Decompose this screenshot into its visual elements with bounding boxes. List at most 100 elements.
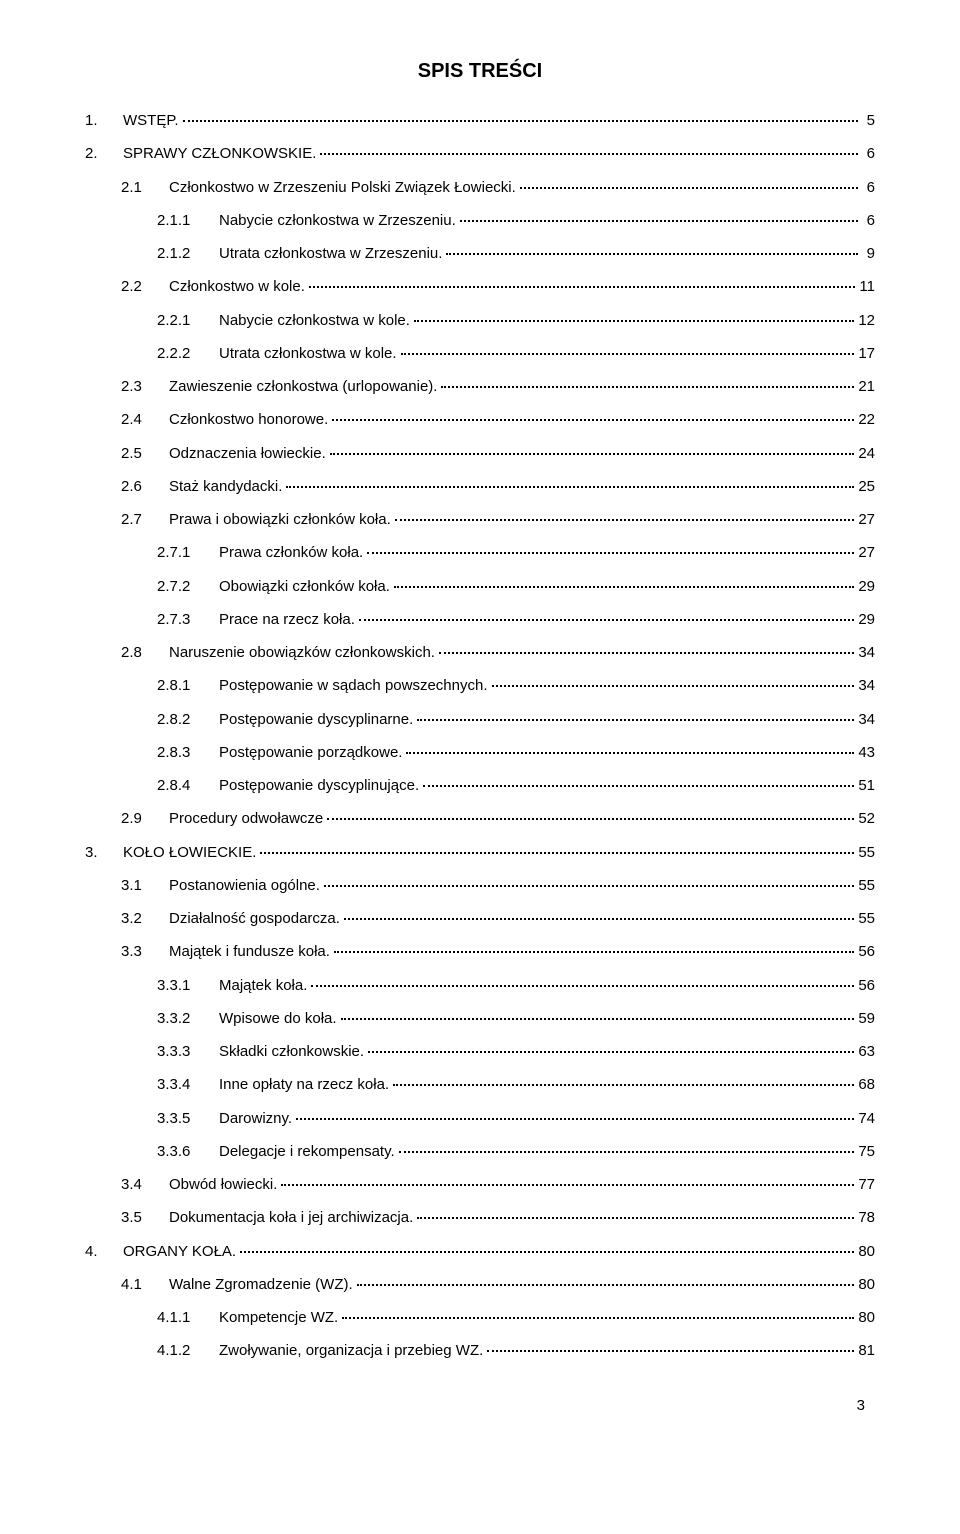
toc-entry-label: Utrata członkostwa w Zrzeszeniu. [219, 244, 442, 264]
toc-entry-page: 56 [858, 942, 875, 962]
toc-row: 3.KOŁO ŁOWIECKIE. 55 [85, 843, 875, 863]
toc-row: 4.1Walne Zgromadzenie (WZ).80 [85, 1275, 875, 1295]
toc-row: 3.3.6Delegacje i rekompensaty. 75 [85, 1142, 875, 1162]
toc-entry-page: 75 [858, 1142, 875, 1162]
toc-leader-dots [399, 1151, 855, 1153]
toc-leader-dots [441, 386, 854, 388]
toc-entry-number: 2.7 [121, 510, 169, 530]
toc-leader-dots [367, 552, 854, 554]
toc-entry-label: Delegacje i rekompensaty. [219, 1142, 395, 1162]
toc-row: 3.5Dokumentacja koła i jej archiwizacja.… [85, 1208, 875, 1228]
toc-entry-page: 34 [858, 643, 875, 663]
toc-entry-page: 29 [858, 577, 875, 597]
toc-entry-page: 22 [858, 410, 875, 430]
toc-leader-dots [406, 752, 854, 754]
toc-entry-label: Postępowanie dyscyplinujące. [219, 776, 419, 796]
toc-row: 2.2.2Utrata członkostwa w kole.17 [85, 344, 875, 364]
toc-row: 2.1.1Nabycie członkostwa w Zrzeszeniu. 6 [85, 211, 875, 231]
toc-entry-number: 3.3 [121, 942, 169, 962]
toc-row: 2.6Staż kandydacki.25 [85, 477, 875, 497]
toc-entry-number: 3.3.6 [157, 1142, 219, 1162]
toc-entry-number: 3.2 [121, 909, 169, 929]
toc-leader-dots [487, 1350, 854, 1352]
toc-entry-page: 77 [858, 1175, 875, 1195]
toc-entry-page: 78 [858, 1208, 875, 1228]
toc-list: 1.WSTĘP. 52.SPRAWY CZŁONKOWSKIE. 62.1Czł… [85, 111, 875, 1362]
toc-entry-page: 9 [862, 244, 875, 264]
toc-row: 2.3Zawieszenie członkostwa (urlopowanie)… [85, 377, 875, 397]
toc-entry-number: 2.2.2 [157, 344, 219, 364]
toc-row: 2.7.3Prace na rzecz koła.29 [85, 610, 875, 630]
toc-entry-page: 55 [858, 876, 875, 896]
toc-leader-dots [309, 286, 856, 288]
toc-leader-dots [281, 1184, 854, 1186]
toc-leader-dots [341, 1018, 855, 1020]
toc-row: 3.3.2Wpisowe do koła.59 [85, 1009, 875, 1029]
toc-entry-number: 2.6 [121, 477, 169, 497]
toc-entry-number: 2.3 [121, 377, 169, 397]
toc-entry-number: 2.2.1 [157, 311, 219, 331]
toc-entry-page: 56 [858, 976, 875, 996]
toc-entry-page: 6 [862, 211, 875, 231]
toc-row: 2.8.1Postępowanie w sądach powszechnych.… [85, 676, 875, 696]
toc-row: 2.2Członkostwo w kole.11 [85, 277, 875, 297]
toc-page: SPIS TREŚCI 1.WSTĘP. 52.SPRAWY CZŁONKOWS… [0, 0, 960, 1464]
toc-entry-page: 63 [858, 1042, 875, 1062]
toc-leader-dots [183, 120, 859, 122]
toc-entry-label: Majątek i fundusze koła. [169, 942, 330, 962]
toc-entry-page: 80 [858, 1275, 875, 1295]
toc-entry-number: 2.7.2 [157, 577, 219, 597]
toc-entry-label: Nabycie członkostwa w Zrzeszeniu. [219, 211, 456, 231]
toc-leader-dots [240, 1251, 854, 1253]
toc-row: 2.8Naruszenie obowiązków członkowskich.3… [85, 643, 875, 663]
toc-entry-number: 2.2 [121, 277, 169, 297]
toc-leader-dots [327, 818, 854, 820]
toc-row: 2.7.1Prawa członków koła.27 [85, 543, 875, 563]
toc-entry-label: Kompetencje WZ. [219, 1308, 338, 1328]
toc-row: 2.5Odznaczenia łowieckie.24 [85, 444, 875, 464]
toc-entry-label: Prawa członków koła. [219, 543, 363, 563]
toc-entry-label: Odznaczenia łowieckie. [169, 444, 326, 464]
toc-entry-page: 27 [858, 510, 875, 530]
toc-entry-label: Członkostwo honorowe. [169, 410, 328, 430]
toc-entry-label: Procedury odwoławcze [169, 809, 323, 829]
toc-entry-label: Postępowanie dyscyplinarne. [219, 710, 413, 730]
toc-entry-page: 12 [858, 311, 875, 331]
toc-leader-dots [260, 852, 854, 854]
toc-entry-label: Utrata członkostwa w kole. [219, 344, 397, 364]
toc-entry-page: 81 [858, 1341, 875, 1361]
toc-entry-number: 2.9 [121, 809, 169, 829]
toc-entry-page: 21 [858, 377, 875, 397]
toc-row: 2.2.1Nabycie członkostwa w kole.12 [85, 311, 875, 331]
toc-entry-number: 3.5 [121, 1208, 169, 1228]
toc-entry-label: KOŁO ŁOWIECKIE. [123, 843, 256, 863]
toc-entry-number: 3.3.5 [157, 1109, 219, 1129]
toc-entry-page: 6 [862, 178, 875, 198]
toc-entry-label: WSTĘP. [123, 111, 179, 131]
toc-entry-number: 3.3.4 [157, 1075, 219, 1095]
toc-entry-number: 2.8.3 [157, 743, 219, 763]
toc-leader-dots [344, 918, 854, 920]
toc-entry-number: 3.3.3 [157, 1042, 219, 1062]
toc-row: 2.9Procedury odwoławcze52 [85, 809, 875, 829]
toc-leader-dots [332, 419, 854, 421]
toc-entry-number: 2.1.1 [157, 211, 219, 231]
toc-entry-number: 3. [85, 843, 123, 863]
toc-entry-number: 3.3.2 [157, 1009, 219, 1029]
toc-row: 2.7.2Obowiązki członków koła. 29 [85, 577, 875, 597]
toc-entry-number: 2.7.3 [157, 610, 219, 630]
toc-title: SPIS TREŚCI [85, 60, 875, 83]
toc-entry-number: 2.8.1 [157, 676, 219, 696]
toc-entry-label: SPRAWY CZŁONKOWSKIE. [123, 144, 316, 164]
toc-row: 3.3.4Inne opłaty na rzecz koła.68 [85, 1075, 875, 1095]
toc-leader-dots [395, 519, 855, 521]
toc-leader-dots [359, 619, 854, 621]
toc-entry-label: Działalność gospodarcza. [169, 909, 340, 929]
toc-entry-number: 4.1.1 [157, 1308, 219, 1328]
toc-leader-dots [330, 453, 855, 455]
toc-entry-label: Obowiązki członków koła. [219, 577, 390, 597]
toc-row: 1.WSTĘP. 5 [85, 111, 875, 131]
toc-leader-dots [334, 951, 854, 953]
toc-entry-number: 4.1.2 [157, 1341, 219, 1361]
toc-entry-page: 55 [858, 843, 875, 863]
